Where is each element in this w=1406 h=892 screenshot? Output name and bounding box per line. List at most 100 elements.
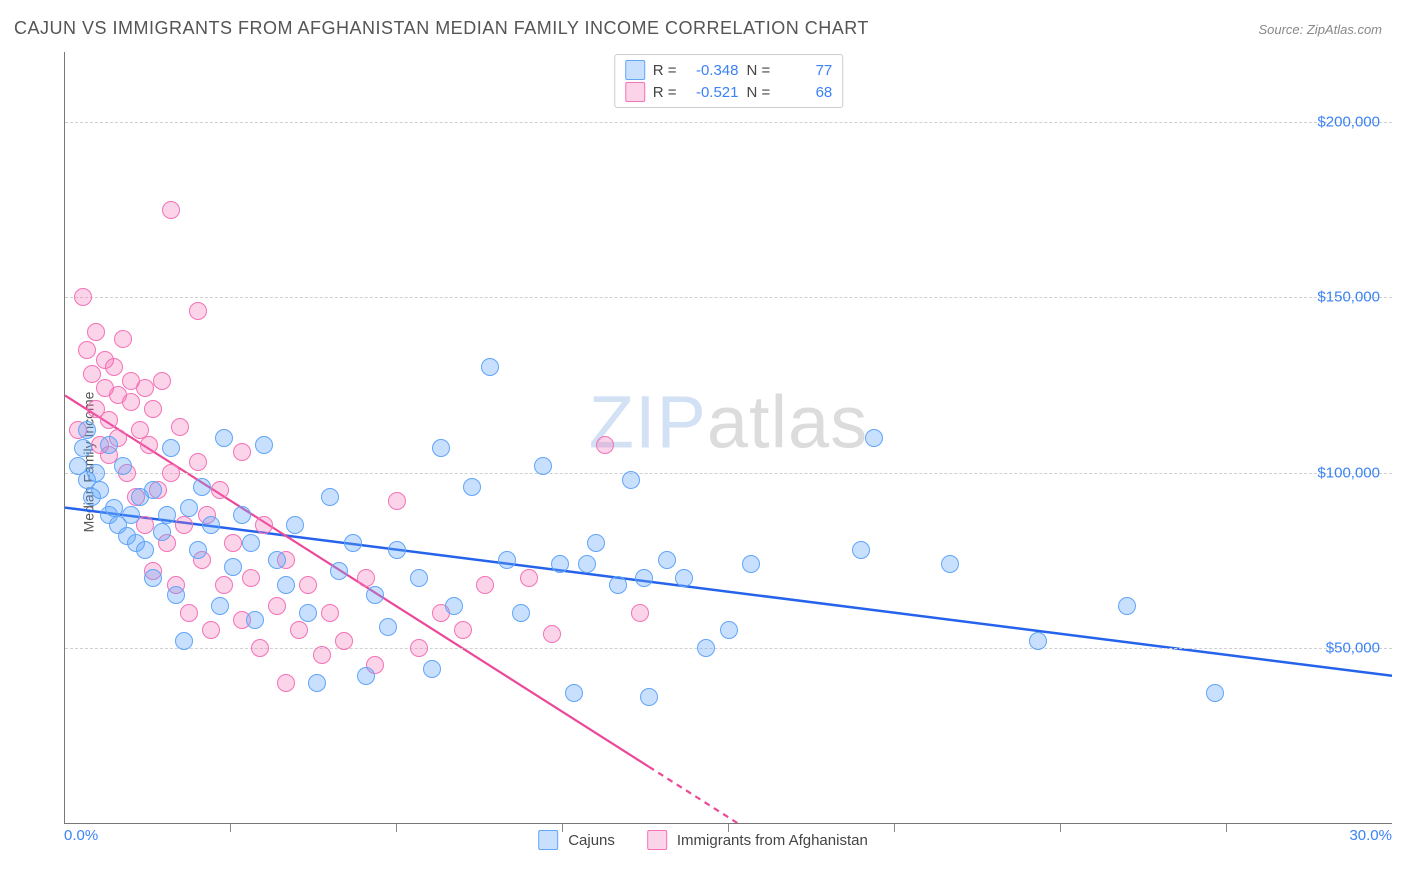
legend-n-value-cajuns: 77 xyxy=(778,62,832,79)
scatter-point xyxy=(268,551,286,569)
y-tick-label: $200,000 xyxy=(1317,114,1380,131)
scatter-point xyxy=(635,569,653,587)
scatter-point xyxy=(224,534,242,552)
grid-line xyxy=(65,122,1392,123)
scatter-point xyxy=(153,372,171,390)
x-tick-mark xyxy=(396,824,397,832)
plot-area: ZIPatlas R = -0.348 N = 77 R = -0.521 N … xyxy=(64,52,1392,824)
scatter-point xyxy=(299,604,317,622)
scatter-point xyxy=(87,464,105,482)
scatter-point xyxy=(144,400,162,418)
x-axis-min-label: 0.0% xyxy=(64,827,98,844)
scatter-point xyxy=(321,604,339,622)
scatter-point xyxy=(410,639,428,657)
scatter-point xyxy=(498,551,516,569)
scatter-point xyxy=(122,506,140,524)
scatter-point xyxy=(865,429,883,447)
scatter-point xyxy=(162,464,180,482)
scatter-point xyxy=(114,330,132,348)
scatter-point xyxy=(330,562,348,580)
scatter-point xyxy=(189,541,207,559)
scatter-point xyxy=(277,576,295,594)
scatter-point xyxy=(105,358,123,376)
scatter-point xyxy=(609,576,627,594)
legend-r-value-afghan: -0.521 xyxy=(685,84,739,101)
correlation-legend: R = -0.348 N = 77 R = -0.521 N = 68 xyxy=(614,54,844,108)
scatter-point xyxy=(211,481,229,499)
scatter-point xyxy=(246,611,264,629)
scatter-point xyxy=(202,621,220,639)
scatter-point xyxy=(640,688,658,706)
scatter-point xyxy=(144,569,162,587)
scatter-point xyxy=(153,523,171,541)
scatter-point xyxy=(308,674,326,692)
scatter-point xyxy=(335,632,353,650)
scatter-point xyxy=(114,457,132,475)
scatter-point xyxy=(596,436,614,454)
scatter-point xyxy=(432,439,450,457)
scatter-point xyxy=(565,684,583,702)
source-attribution: Source: ZipAtlas.com xyxy=(1258,22,1382,37)
scatter-point xyxy=(268,597,286,615)
scatter-point xyxy=(255,516,273,534)
scatter-point xyxy=(277,674,295,692)
scatter-point xyxy=(167,586,185,604)
scatter-point xyxy=(122,393,140,411)
scatter-point xyxy=(171,418,189,436)
legend-r-value-cajuns: -0.348 xyxy=(685,62,739,79)
series-legend: Cajuns Immigrants from Afghanistan xyxy=(538,830,868,850)
scatter-point xyxy=(255,436,273,454)
scatter-point xyxy=(180,499,198,517)
y-tick-label: $100,000 xyxy=(1317,464,1380,481)
scatter-point xyxy=(941,555,959,573)
legend-r-label: R = xyxy=(653,62,677,79)
x-axis-max-label: 30.0% xyxy=(1349,827,1392,844)
x-tick-mark xyxy=(1060,824,1061,832)
scatter-point xyxy=(587,534,605,552)
scatter-point xyxy=(175,632,193,650)
scatter-point xyxy=(534,457,552,475)
grid-line xyxy=(65,297,1392,298)
scatter-point xyxy=(423,660,441,678)
legend-label-afghan: Immigrants from Afghanistan xyxy=(677,832,868,849)
scatter-point xyxy=(476,576,494,594)
legend-label-cajuns: Cajuns xyxy=(568,832,615,849)
scatter-point xyxy=(463,478,481,496)
scatter-point xyxy=(105,499,123,517)
scatter-point xyxy=(543,625,561,643)
y-tick-label: $150,000 xyxy=(1317,289,1380,306)
scatter-point xyxy=(162,201,180,219)
scatter-point xyxy=(1029,632,1047,650)
scatter-point xyxy=(233,443,251,461)
scatter-point xyxy=(410,569,428,587)
scatter-point xyxy=(290,621,308,639)
scatter-point xyxy=(1118,597,1136,615)
legend-row-cajuns: R = -0.348 N = 77 xyxy=(625,59,833,81)
scatter-point xyxy=(675,569,693,587)
scatter-point xyxy=(720,621,738,639)
scatter-point xyxy=(180,604,198,622)
legend-swatch-afghan-b xyxy=(647,830,667,850)
scatter-point xyxy=(224,558,242,576)
x-tick-mark xyxy=(894,824,895,832)
scatter-point xyxy=(357,667,375,685)
scatter-point xyxy=(215,429,233,447)
legend-swatch-cajuns-b xyxy=(538,830,558,850)
scatter-point xyxy=(189,453,207,471)
watermark: ZIPatlas xyxy=(589,380,868,465)
scatter-point xyxy=(578,555,596,573)
scatter-point xyxy=(1206,684,1224,702)
page-title: CAJUN VS IMMIGRANTS FROM AFGHANISTAN MED… xyxy=(14,18,869,39)
scatter-point xyxy=(344,534,362,552)
scatter-point xyxy=(211,597,229,615)
scatter-point xyxy=(158,506,176,524)
scatter-point xyxy=(366,586,384,604)
scatter-point xyxy=(100,436,118,454)
scatter-point xyxy=(78,341,96,359)
legend-n-value-afghan: 68 xyxy=(778,84,832,101)
x-tick-mark xyxy=(1226,824,1227,832)
scatter-point xyxy=(78,421,96,439)
scatter-point xyxy=(631,604,649,622)
legend-swatch-cajuns xyxy=(625,60,645,80)
scatter-point xyxy=(454,621,472,639)
